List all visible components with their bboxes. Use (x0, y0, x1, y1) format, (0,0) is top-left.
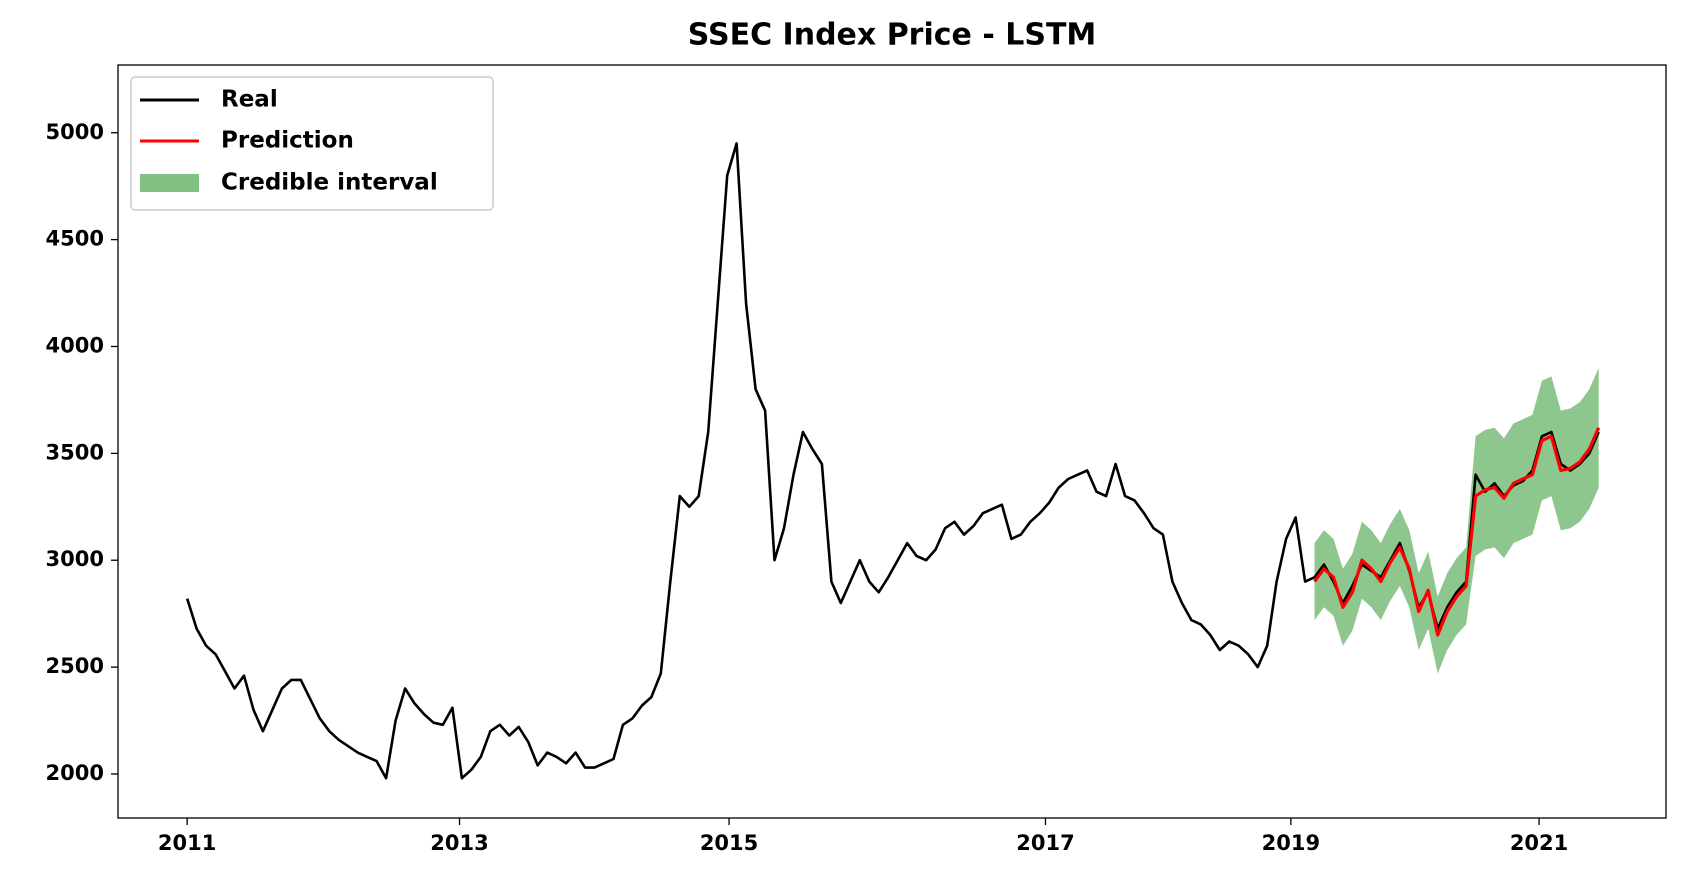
x-tick-label: 2021 (1510, 831, 1568, 855)
y-tick-label: 2000 (46, 761, 104, 785)
x-tick-label: 2015 (700, 831, 758, 855)
y-tick-label: 5000 (46, 120, 104, 144)
axes-frame (117, 64, 1667, 819)
series-line (185, 142, 1600, 780)
y-tick-label: 4500 (46, 227, 104, 251)
x-tick-label: 2019 (1262, 831, 1320, 855)
y-tick-label: 4000 (46, 333, 104, 357)
x-tick-label: 2017 (1016, 831, 1074, 855)
y-tick-label: 3500 (46, 440, 104, 464)
plot-area (185, 142, 1601, 780)
legend-box (130, 76, 494, 211)
chart-title: SSEC Index Price - LSTM (688, 18, 1097, 53)
x-tick-label: 2011 (158, 831, 216, 855)
credible-interval (1314, 367, 1599, 674)
legend-label: Real (221, 87, 278, 113)
legend: Real Prediction Credible interval (130, 76, 494, 211)
legend-label: Credible interval (221, 170, 438, 196)
legend-label: Prediction (221, 128, 354, 154)
x-tick-label: 2013 (430, 831, 488, 855)
series-line (1313, 427, 1601, 637)
legend-swatch (140, 174, 199, 192)
y-tick-label: 3000 (46, 547, 104, 571)
y-tick-label: 2500 (46, 654, 104, 678)
